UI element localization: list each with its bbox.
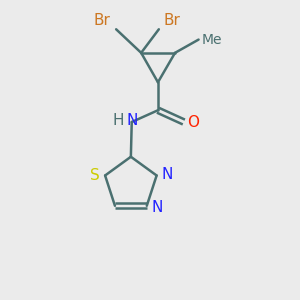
Text: N: N — [161, 167, 172, 182]
Text: Br: Br — [93, 13, 110, 28]
Text: O: O — [188, 115, 200, 130]
Text: N: N — [126, 113, 137, 128]
Text: Me: Me — [202, 33, 222, 46]
Text: H: H — [113, 113, 124, 128]
Text: N: N — [151, 200, 163, 215]
Text: S: S — [90, 168, 100, 183]
Text: Br: Br — [163, 13, 180, 28]
